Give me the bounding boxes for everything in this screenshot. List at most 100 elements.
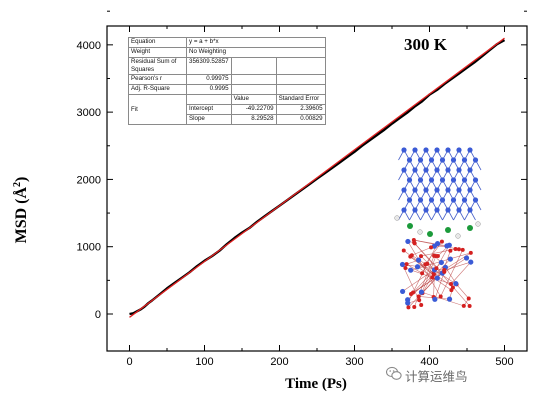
structure-atom-hydrogen [475,221,481,227]
structure-atom-interface [467,225,473,231]
structure-atom [434,207,440,213]
structure-atom [439,239,444,244]
x-tick-label: 200 [270,356,288,368]
structure-atom [423,147,429,153]
structure-atom [423,207,429,213]
structure-atom [415,257,422,263]
y-tick-label: 3000 [77,107,101,119]
structure-atom [463,255,470,261]
structure-atom [405,238,411,245]
structure-atom [468,259,474,265]
structure-bond [440,249,463,297]
structure-bond [413,255,435,308]
structure-atom [406,177,413,183]
x-tick-label: 500 [495,356,513,368]
structure-atom [472,197,479,203]
structure-atom [419,303,424,308]
structure-atom-interface [445,227,451,233]
structure-atom [406,157,413,163]
y-tick-label: 2000 [77,174,101,186]
slope-label: Slope [186,114,232,125]
structure-atom [418,289,425,295]
structure-atom [442,269,447,274]
structure-atom [456,187,462,193]
intercept-standard-error: 2.39605 [275,104,326,115]
structure-atom-hydrogen [394,215,400,221]
y-tick-label: 0 [95,309,101,321]
structure-atom [412,187,418,193]
structure-atom [468,250,473,255]
structure-atom [401,248,406,253]
structure-atom [434,240,441,247]
structure-atom [420,271,425,276]
structure-atom [412,207,418,213]
structure-atom [434,147,440,153]
structure-atom [431,271,436,276]
structure-atom [467,303,472,308]
structure-atom [401,167,407,173]
value-header: Value [230,94,277,105]
structure-atom [450,197,457,203]
structure-atom [453,280,459,287]
structure-atom [445,207,451,213]
watermark: 计算运维鸟 [405,369,468,384]
structure-atom [416,294,421,299]
structure-atom [450,285,455,290]
structure-atom [417,157,424,163]
structure-atom [472,177,479,183]
structure-atom [412,167,418,173]
slope-standard-error: 0.00829 [275,114,326,125]
structure-atom [404,262,409,267]
y-axis-label: MSD (Å2) [12,177,30,244]
structure-atom [419,254,424,259]
structure-atom [408,267,414,273]
structure-atom [447,256,453,262]
structure-atom [467,207,473,213]
structure-atom [438,259,444,266]
structure-atom [456,167,462,173]
weight-value: No Weighting [186,47,326,58]
structure-bond [433,261,471,274]
x-tick-label: 100 [195,356,213,368]
structure-atom [434,167,440,173]
atomic-structure-image [394,147,482,310]
structure-bond [410,257,467,295]
structure-bond [407,263,428,304]
structure-atom [423,262,428,267]
pearson-label: Pearson's r [128,74,187,85]
structure-atom [434,266,439,271]
structure-atom [456,247,461,252]
equation-value: y = a + b*x [186,37,326,48]
intercept-label: Intercept [186,104,232,115]
structure-atom [461,303,466,308]
y-tick-label: 4000 [77,40,101,52]
axis-tick-labels: 0 100 200 300 400 500 0 1000 2000 3000 4000 [77,40,514,368]
x-tick-label: 400 [420,356,438,368]
structure-atom [467,167,473,173]
structure-atom [401,187,407,193]
structure-atom [401,147,407,153]
standard-error-header: Standard Error [275,94,326,105]
intercept-value: -49.22709 [230,104,277,115]
adj-r-square-label: Adj. R-Square [128,84,187,95]
structure-atom [409,253,414,258]
structure-atom [445,167,451,173]
linear-fit-line [129,37,505,318]
structure-atom [472,157,479,163]
equation-label: Equation [128,37,187,48]
structure-atom [406,305,411,310]
structure-bond [406,263,423,274]
weight-label: Weight [128,47,187,58]
structure-atom [401,207,407,213]
structure-atom [399,261,406,268]
structure-atom [439,177,446,183]
structure-atom [428,177,435,183]
structure-atom [466,296,471,301]
structure-atom [461,157,468,163]
structure-atom [434,187,440,193]
structure-bond [402,267,437,292]
structure-atom [428,197,435,203]
structure-bond [413,239,447,247]
x-tick-label: 300 [345,356,363,368]
structure-atom [439,197,446,203]
